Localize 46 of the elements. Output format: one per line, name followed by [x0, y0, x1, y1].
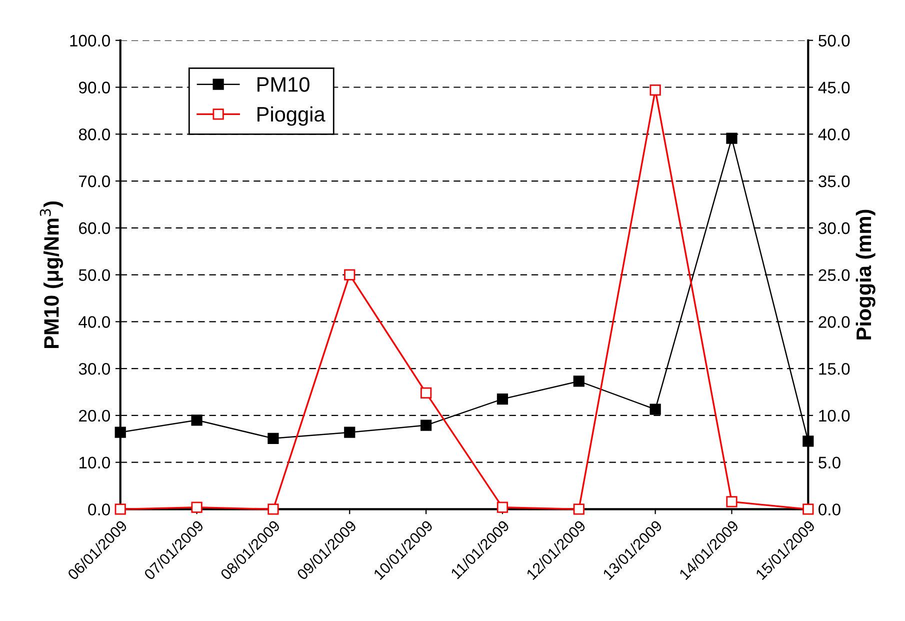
point — [573, 376, 584, 387]
y-tick-label: 0.0 — [88, 504, 110, 516]
point — [420, 420, 432, 431]
point — [573, 504, 584, 515]
point — [802, 504, 814, 515]
y2-tick-label: 20.0 — [818, 316, 850, 328]
y-tick-label: 40.0 — [78, 316, 110, 328]
y-tick-label: 100.0 — [70, 34, 110, 47]
point — [496, 502, 508, 513]
legend-label: PM10 — [258, 77, 310, 92]
point — [344, 269, 356, 280]
y2-tick-label: 15.0 — [819, 362, 850, 375]
point — [114, 426, 126, 438]
y-tick-label: 80.0 — [78, 128, 110, 140]
y2-axis-title: Pioggia (mm) — [856, 210, 876, 340]
point — [496, 393, 508, 405]
point — [650, 84, 661, 96]
y-tick-label: 60.0 — [79, 222, 110, 234]
y2-tick-label: 45.0 — [818, 82, 850, 94]
y-tick-label: 10.0 — [79, 456, 110, 469]
y2-tick-label: 40.0 — [818, 128, 850, 140]
point — [114, 504, 126, 515]
point — [191, 414, 202, 426]
point — [344, 426, 356, 438]
point — [802, 436, 814, 447]
y2-tick-label: 30.0 — [818, 222, 850, 234]
y-tick-label: 70.0 — [79, 175, 110, 188]
y2-tick-label: 25.0 — [818, 269, 850, 281]
y2-tick-label: 0.0 — [818, 504, 840, 516]
point — [420, 387, 432, 398]
point — [268, 504, 279, 515]
point — [726, 496, 738, 508]
y-tick-label: 50.0 — [78, 269, 110, 281]
point — [268, 432, 279, 444]
y2-tick-label: 35.0 — [818, 175, 850, 188]
y-axis-title: PM10 (μg/Nm$^{3}$) — [40, 201, 64, 348]
y-tick-label: 30.0 — [78, 362, 110, 375]
legend-label: Pioggia — [258, 106, 326, 126]
point — [726, 132, 738, 144]
point — [191, 502, 202, 513]
y-tick-label: 90.0 — [78, 82, 110, 94]
y2-tick-label: 50.0 — [818, 34, 850, 47]
point — [650, 404, 661, 415]
y2-tick-label: 10.0 — [819, 410, 850, 422]
y-tick-label: 20.0 — [79, 410, 110, 422]
y2-tick-label: 5.0 — [818, 456, 840, 469]
